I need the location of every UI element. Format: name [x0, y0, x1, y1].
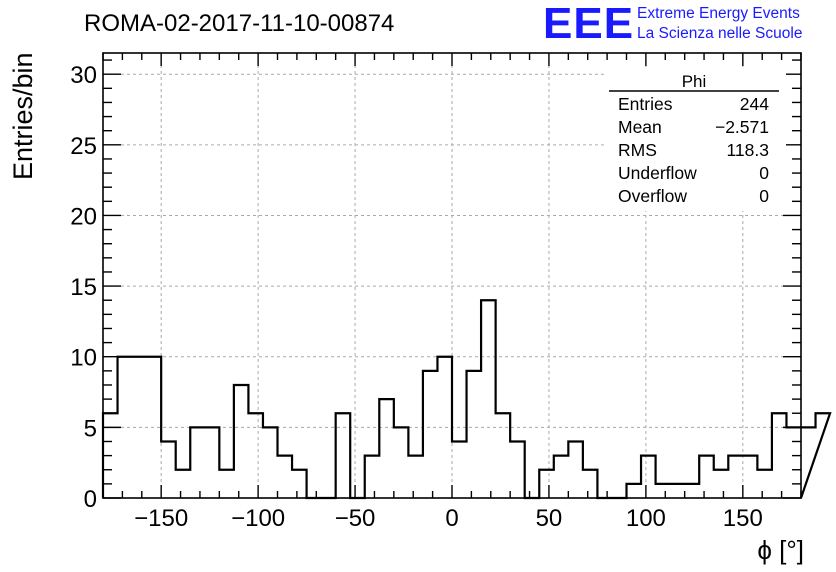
histogram-series	[101, 299, 832, 500]
x-tick-label: 100	[626, 505, 666, 532]
x-tick-label: 150	[723, 505, 763, 532]
x-tick-label: −100	[231, 505, 285, 532]
stats-row-value: 118.3	[727, 140, 770, 160]
stats-row-label: RMS	[618, 140, 657, 160]
x-tick-label: 0	[445, 505, 458, 532]
y-tick-label: 5	[84, 415, 97, 442]
logo-line-2: La Scienza nelle Scuole	[637, 25, 803, 42]
stats-box: Phi Entries 244 Mean −2.571 RMS 118.3 Underflo…	[606, 67, 786, 211]
stats-title: Phi	[682, 72, 707, 91]
stats-row-label: Overflow	[618, 186, 687, 206]
stats-row-label: Mean	[618, 117, 662, 137]
y-tick-label: 0	[84, 486, 97, 513]
eee-logo: EEE	[543, 0, 635, 48]
y-tick-label: 20	[70, 203, 97, 230]
x-tick-label: −50	[335, 505, 376, 532]
y-tick-label: 10	[70, 345, 97, 372]
stats-row-value: 0	[759, 163, 769, 183]
y-tick-label: 15	[70, 274, 97, 301]
run-title: ROMA-02-2017-11-10-00874	[84, 10, 395, 37]
stats-row-value: 244	[740, 94, 769, 114]
stats-row-value: 0	[759, 186, 769, 206]
stats-row-label: Entries	[618, 94, 673, 114]
stats-row-label: Underflow	[618, 163, 697, 183]
axis-ticks	[102, 53, 802, 499]
x-tick-label: 50	[536, 505, 563, 532]
x-tick-label: −150	[134, 505, 188, 532]
y-tick-labels: 0 5 10 15 20 25 30	[70, 62, 97, 513]
x-tick-labels: −150 −100 −50 0 50 100 150	[134, 505, 763, 532]
x-axis-label: ϕ [°]	[757, 535, 804, 565]
y-tick-label: 25	[70, 133, 97, 160]
y-tick-label: 30	[70, 62, 97, 89]
logo-line-1: Extreme Energy Events	[637, 5, 800, 22]
y-axis-label: Entries/bin	[8, 52, 38, 180]
stats-row-value: −2.571	[715, 117, 769, 137]
